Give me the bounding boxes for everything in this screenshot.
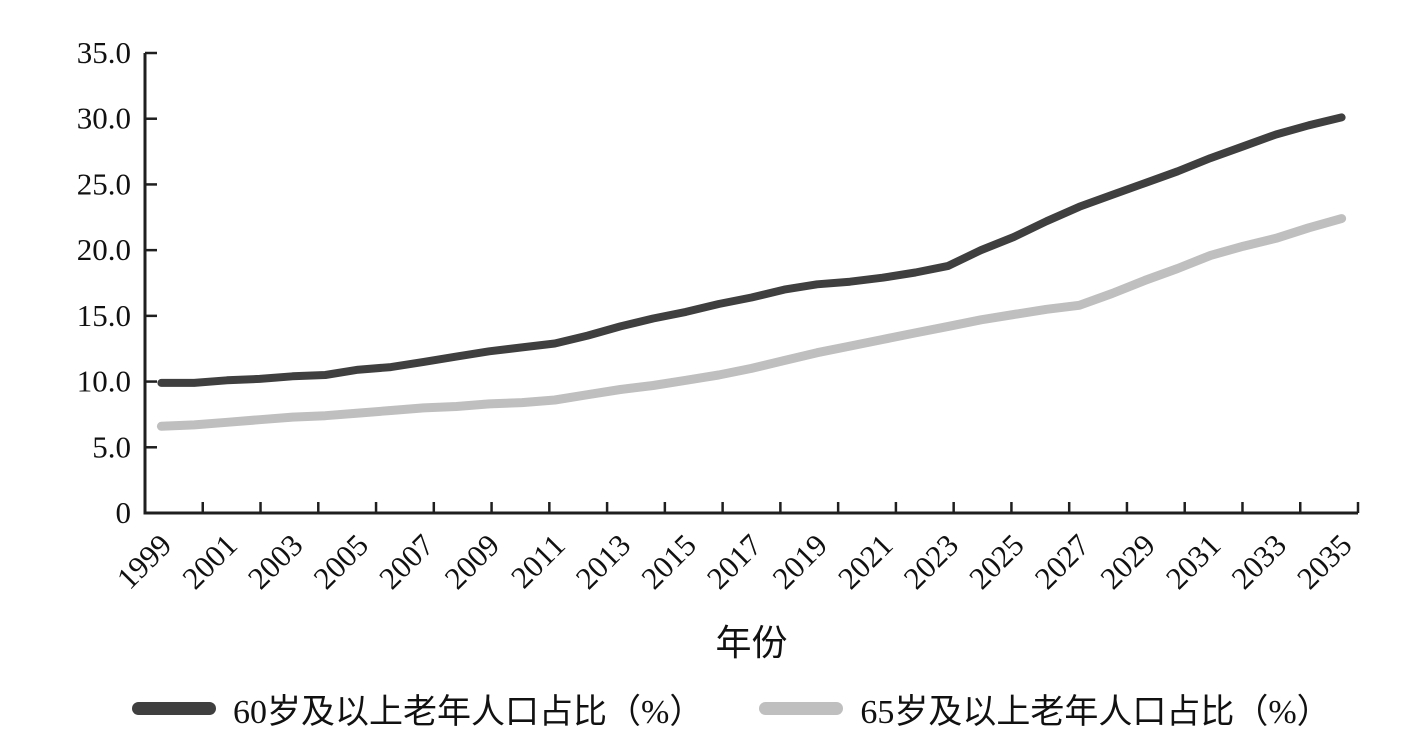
legend-swatch-60plus-icon: [132, 702, 216, 715]
svg-text:2005: 2005: [306, 527, 375, 596]
svg-text:25.0: 25.0: [77, 166, 131, 201]
svg-text:10.0: 10.0: [77, 364, 131, 399]
svg-text:2023: 2023: [897, 527, 966, 596]
svg-text:20.0: 20.0: [77, 232, 131, 267]
legend-label-60plus: 60岁及以上老年人口占比（%）: [233, 694, 704, 731]
legend-item-60plus: 60岁及以上老年人口占比（%）: [132, 684, 703, 733]
svg-text:2019: 2019: [765, 527, 834, 596]
svg-text:年份: 年份: [715, 623, 787, 663]
legend-swatch-65plus-icon: [759, 702, 844, 715]
svg-text:2029: 2029: [1093, 527, 1162, 596]
svg-text:2025: 2025: [962, 527, 1031, 596]
svg-text:15.0: 15.0: [77, 298, 131, 333]
plot-area: 0 5.0 10.0 15.0 20.0 25.0 30.0 35.0 199920012003…: [77, 35, 1360, 663]
svg-text:0: 0: [116, 495, 132, 530]
svg-text:2031: 2031: [1159, 527, 1228, 596]
legend-label-65plus: 65岁及以上老年人口占比（%）: [860, 694, 1331, 731]
svg-text:30.0: 30.0: [77, 101, 131, 136]
svg-text:5.0: 5.0: [92, 429, 131, 464]
svg-text:2009: 2009: [438, 527, 507, 596]
svg-text:2001: 2001: [175, 527, 244, 596]
svg-text:2027: 2027: [1028, 527, 1097, 596]
svg-text:2015: 2015: [634, 527, 703, 596]
svg-text:2007: 2007: [372, 527, 441, 596]
svg-text:2035: 2035: [1290, 527, 1359, 596]
svg-text:1999: 1999: [110, 527, 179, 596]
svg-text:2017: 2017: [700, 527, 769, 596]
svg-text:2011: 2011: [504, 527, 572, 595]
legend: 60岁及以上老年人口占比（%） 65岁及以上老年人口占比（%）: [132, 684, 1352, 733]
svg-text:2033: 2033: [1224, 527, 1293, 596]
svg-text:2003: 2003: [241, 527, 310, 596]
svg-text:2021: 2021: [831, 527, 900, 596]
legend-item-65plus: 65岁及以上老年人口占比（%）: [759, 684, 1331, 733]
svg-text:2013: 2013: [569, 527, 638, 596]
svg-text:35.0: 35.0: [77, 35, 131, 70]
